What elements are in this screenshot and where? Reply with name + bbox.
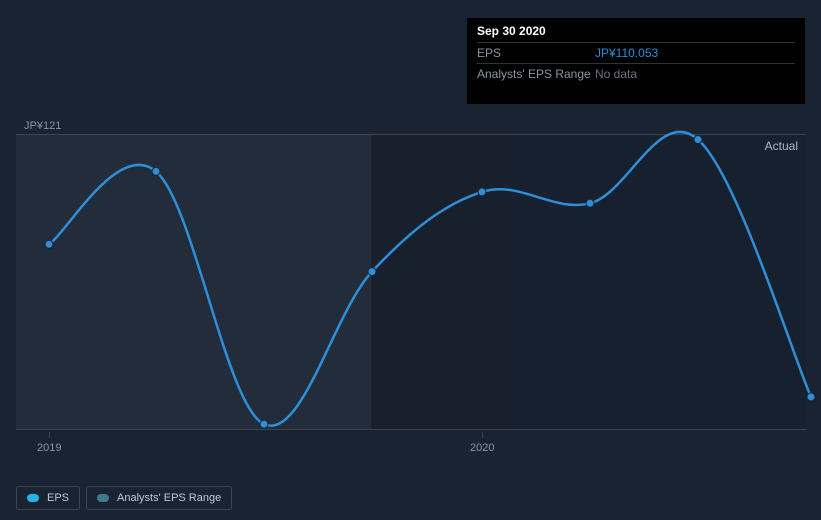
line-chart-svg (16, 135, 806, 429)
plot-area[interactable]: Actual (16, 134, 806, 430)
data-point[interactable] (694, 136, 702, 144)
tooltip-date: Sep 30 2020 (477, 24, 795, 42)
eps-line (49, 132, 811, 426)
data-point[interactable] (260, 420, 268, 428)
tooltip-row-value: No data (595, 67, 637, 81)
x-tick-label: 2019 (37, 442, 61, 454)
legend-item[interactable]: EPS (16, 486, 80, 510)
data-point[interactable] (586, 199, 594, 207)
legend-label: EPS (47, 492, 69, 504)
data-point[interactable] (152, 167, 160, 175)
data-point[interactable] (807, 393, 815, 401)
x-tick-label: 2020 (470, 442, 494, 454)
legend-label: Analysts' EPS Range (117, 492, 221, 504)
x-tick-mark (49, 432, 50, 438)
tooltip-row: Analysts' EPS RangeNo data (477, 63, 795, 84)
y-axis-top-label: JP¥121 (24, 120, 61, 132)
eps-chart: JP¥121 JP¥108 Actual 20192020 (16, 120, 806, 465)
tooltip-row-label: Analysts' EPS Range (477, 67, 595, 81)
x-tick-mark (482, 432, 483, 438)
legend-swatch (27, 494, 39, 502)
data-point[interactable] (368, 268, 376, 276)
hover-tooltip: Sep 30 2020 EPSJP¥110.053Analysts' EPS R… (467, 18, 805, 104)
data-point[interactable] (478, 188, 486, 196)
data-point[interactable] (45, 240, 53, 248)
x-axis: 2019 2020 (16, 432, 806, 452)
legend-swatch (97, 494, 109, 502)
tooltip-row: EPSJP¥110.053 (477, 42, 795, 63)
legend: EPS Analysts' EPS Range (16, 486, 232, 510)
tooltip-row-label: EPS (477, 46, 595, 60)
legend-item[interactable]: Analysts' EPS Range (86, 486, 232, 510)
tooltip-row-value: JP¥110.053 (595, 46, 658, 60)
